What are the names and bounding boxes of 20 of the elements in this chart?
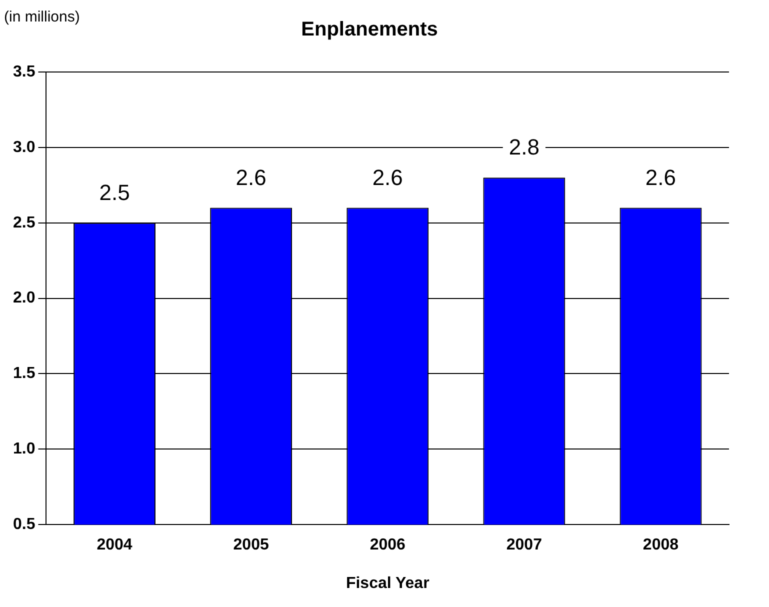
x-tick-label: 2006 — [370, 536, 406, 554]
y-tick-label: 2.0 — [12, 290, 36, 307]
y-axis-title: (in millions) — [4, 8, 80, 26]
data-label: 2.8 — [508, 134, 540, 160]
data-label: 2.5 — [99, 180, 130, 205]
x-axis-title: Fiscal Year — [346, 574, 430, 592]
chart-title: Enplanements — [301, 18, 438, 41]
x-tick-label: 2004 — [96, 536, 132, 554]
y-tick-label: 0.5 — [12, 516, 36, 534]
y-tick-label: 1.5 — [12, 365, 36, 382]
y-tick-label: 2.5 — [12, 214, 36, 232]
y-tick-label: 3.5 — [12, 63, 36, 80]
x-tick-label: 2008 — [642, 536, 679, 554]
x-tick-label: 2005 — [233, 536, 269, 554]
data-label: 2.6 — [645, 164, 676, 190]
x-tick-label: 2007 — [506, 536, 542, 554]
y-tick-label: 1.0 — [12, 440, 36, 458]
data-label: 2.6 — [372, 164, 403, 190]
y-tick-label: 3.0 — [12, 138, 36, 156]
data-label: 2.6 — [236, 164, 266, 190]
